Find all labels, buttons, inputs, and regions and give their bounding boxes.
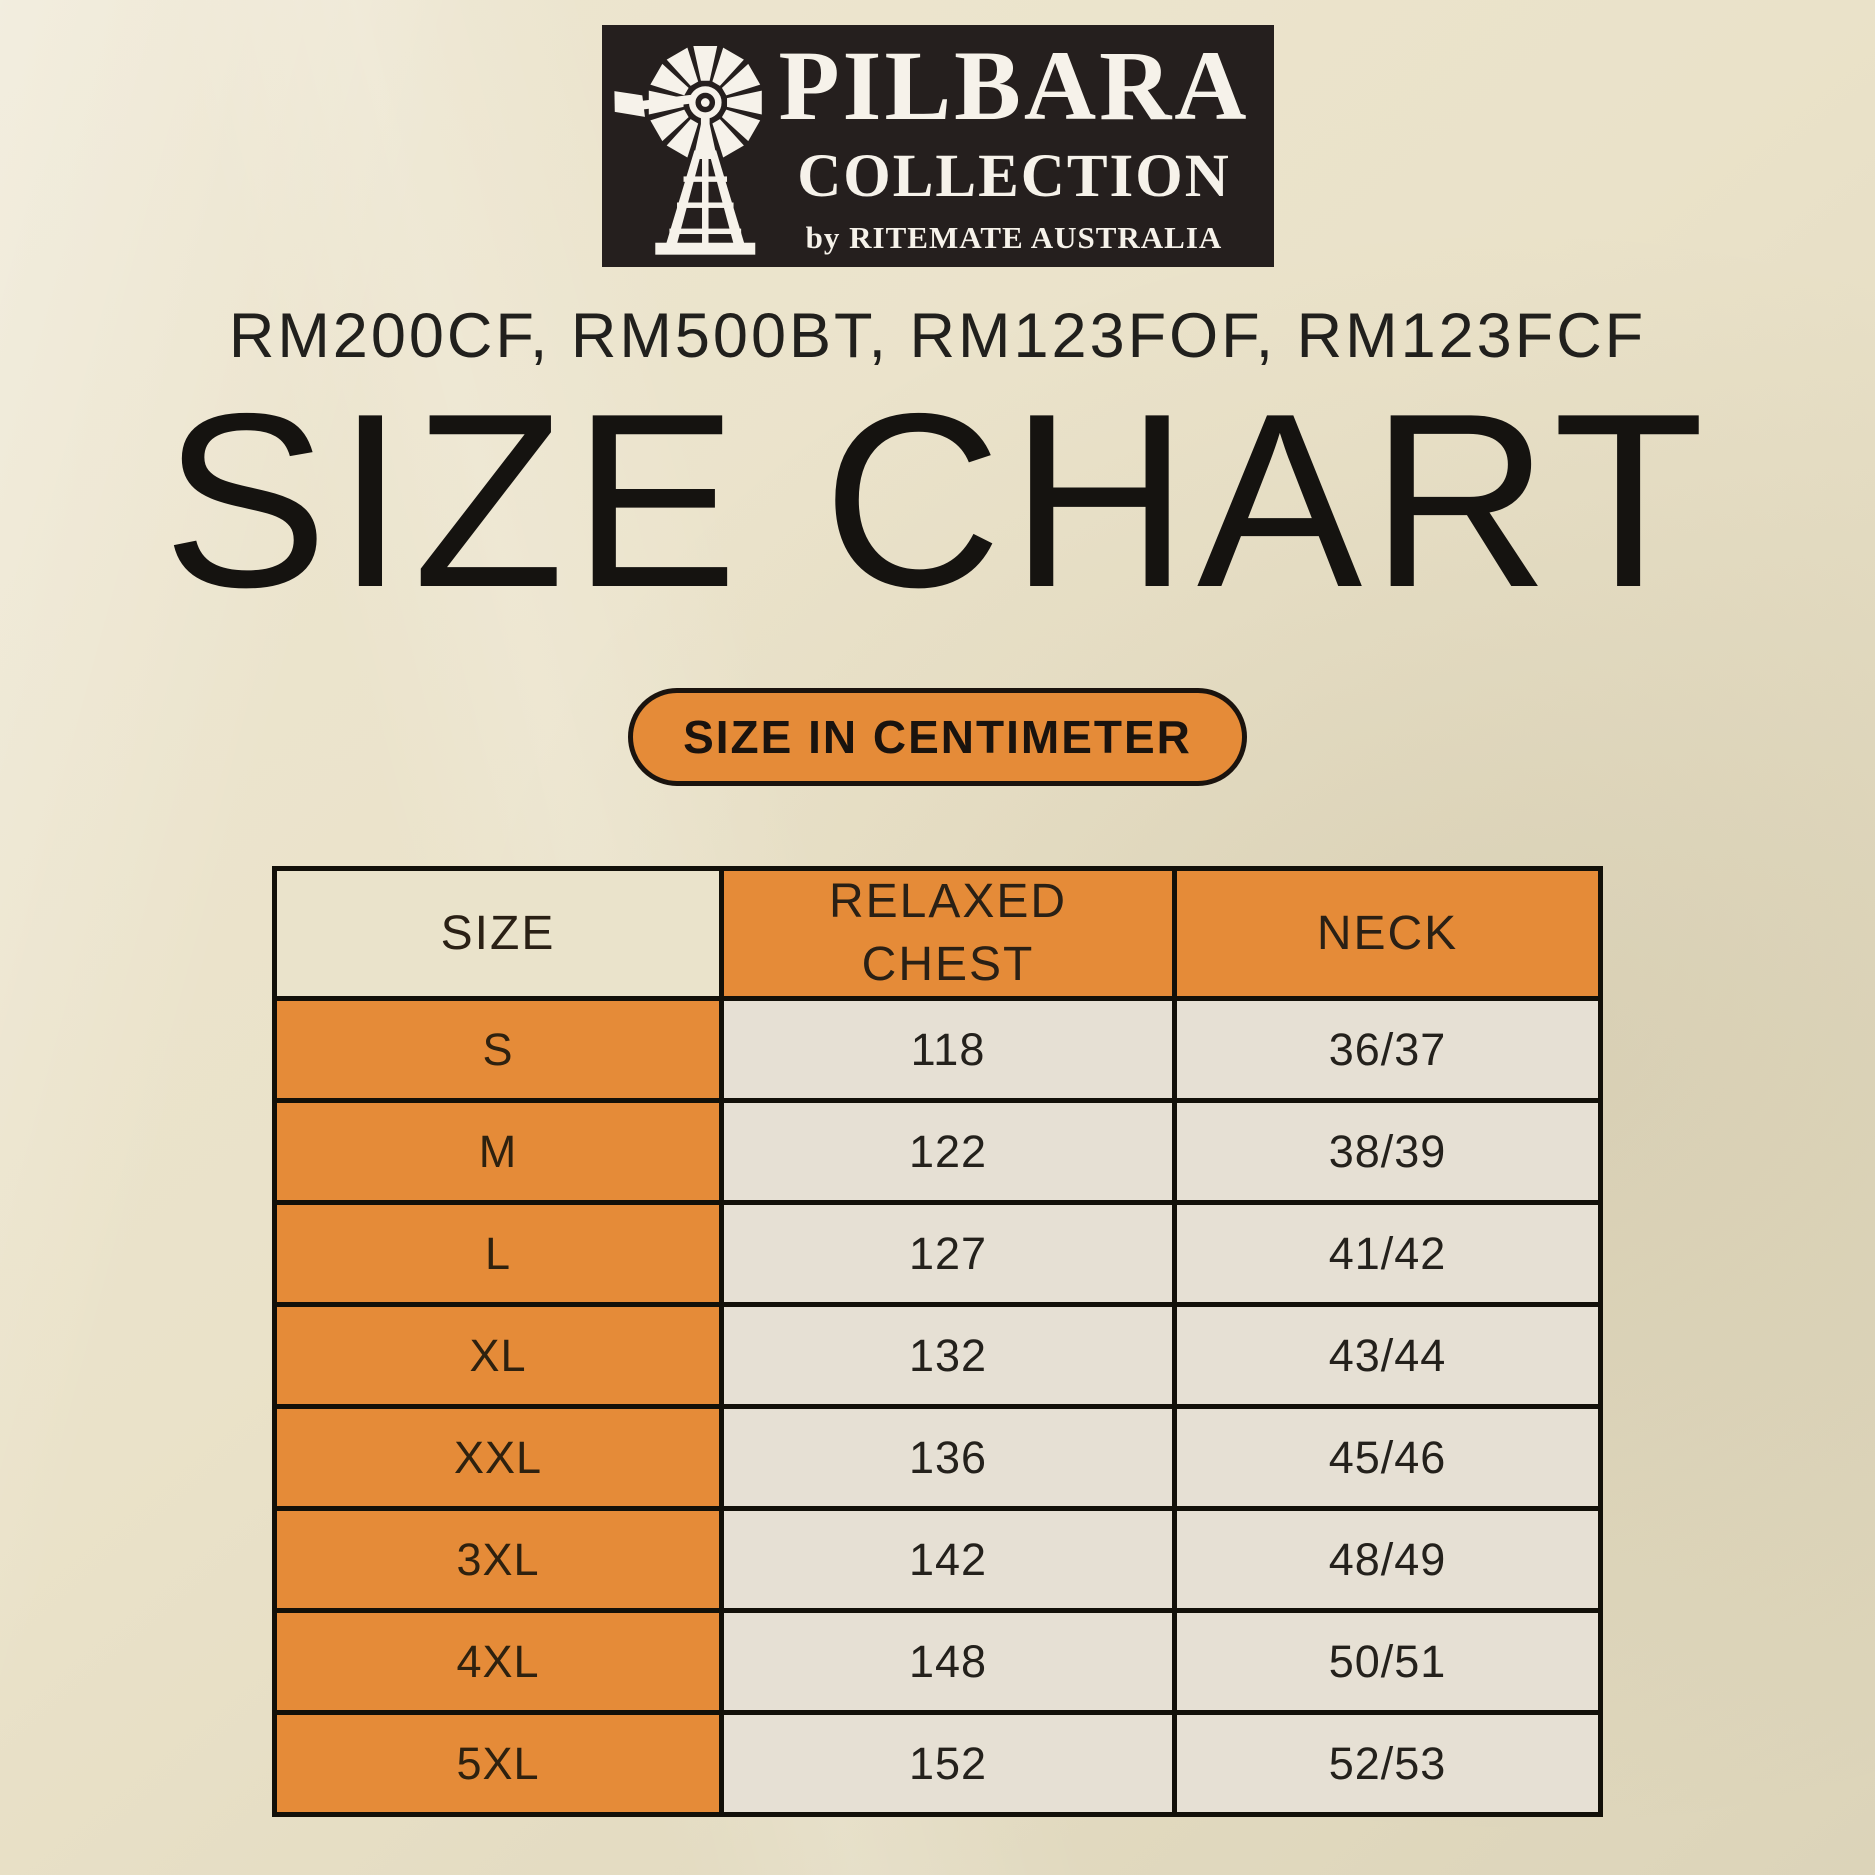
- brand-logo: PILBARA COLLECTION by RITEMATE AUSTRALIA: [601, 25, 1274, 267]
- page-title: SIZE CHART: [162, 361, 1713, 639]
- table-row: S 118 36/37: [272, 996, 1603, 1103]
- size-table: SIZE RELAXED CHEST NECK S 118 36/37 M 12…: [272, 866, 1603, 1817]
- size-label-cell: M: [272, 1098, 724, 1205]
- size-label-cell: S: [272, 996, 724, 1103]
- relaxed-chest-cell: 118: [719, 996, 1177, 1103]
- neck-cell: 50/51: [1172, 1608, 1603, 1715]
- neck-cell: 48/49: [1172, 1506, 1603, 1613]
- size-label-cell: 3XL: [272, 1506, 724, 1613]
- table-row: M 122 38/39: [272, 1098, 1603, 1205]
- table-row: XXL 136 45/46: [272, 1404, 1603, 1511]
- unit-badge: SIZE IN CENTIMETER: [628, 688, 1247, 786]
- size-label-cell: 4XL: [272, 1608, 724, 1715]
- relaxed-chest-cell: 148: [719, 1608, 1177, 1715]
- neck-cell: 38/39: [1172, 1098, 1603, 1205]
- column-header-neck: NECK: [1172, 866, 1603, 1001]
- relaxed-chest-cell: 122: [719, 1098, 1177, 1205]
- table-row: 4XL 148 50/51: [272, 1608, 1603, 1715]
- neck-cell: 43/44: [1172, 1302, 1603, 1409]
- size-label-cell: XXL: [272, 1404, 724, 1511]
- column-header-size: SIZE: [272, 866, 724, 1001]
- relaxed-chest-cell: 142: [719, 1506, 1177, 1613]
- column-header-relaxed-chest: RELAXED CHEST: [719, 866, 1177, 1001]
- table-row: 3XL 142 48/49: [272, 1506, 1603, 1613]
- table-row: XL 132 43/44: [272, 1302, 1603, 1409]
- table-row: 5XL 152 52/53: [272, 1710, 1603, 1817]
- relaxed-chest-cell: 132: [719, 1302, 1177, 1409]
- size-label-cell: XL: [272, 1302, 724, 1409]
- size-label-cell: L: [272, 1200, 724, 1307]
- table-row: L 127 41/42: [272, 1200, 1603, 1307]
- unit-badge-label: SIZE IN CENTIMETER: [683, 711, 1192, 763]
- neck-cell: 36/37: [1172, 996, 1603, 1103]
- logo-brand-name: PILBARA: [778, 30, 1250, 141]
- windmill-icon: [613, 46, 762, 255]
- neck-cell: 41/42: [1172, 1200, 1603, 1307]
- relaxed-chest-cell: 127: [719, 1200, 1177, 1307]
- relaxed-chest-cell: 136: [719, 1404, 1177, 1511]
- column-header-relaxed-chest-label: RELAXED CHEST: [828, 875, 1068, 991]
- logo-collection-word: COLLECTION: [797, 143, 1231, 210]
- size-label-cell: 5XL: [272, 1710, 724, 1817]
- logo-byline: by RITEMATE AUSTRALIA: [805, 220, 1223, 255]
- relaxed-chest-cell: 152: [719, 1710, 1177, 1817]
- logo-text-block: PILBARA COLLECTION by RITEMATE AUSTRALIA: [777, 36, 1252, 256]
- neck-cell: 45/46: [1172, 1404, 1603, 1511]
- neck-cell: 52/53: [1172, 1710, 1603, 1817]
- model-codes-line: RM200CF, RM500BT, RM123FOF, RM123FCF: [228, 301, 1647, 371]
- table-header-row: SIZE RELAXED CHEST NECK: [272, 866, 1603, 1001]
